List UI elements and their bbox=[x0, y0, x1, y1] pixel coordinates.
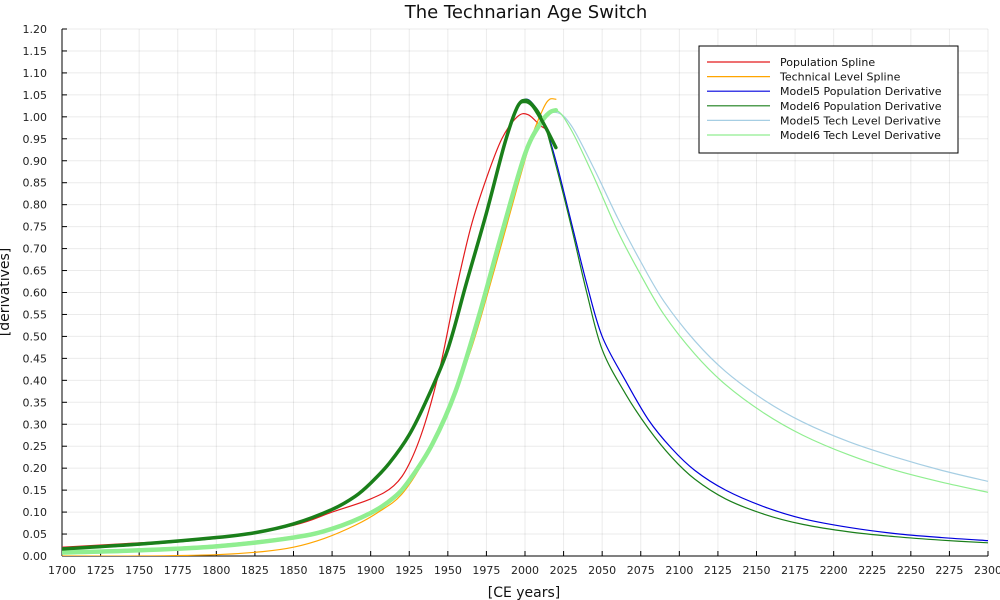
legend-label: Model6 Tech Level Derivative bbox=[780, 129, 941, 142]
x-tick-label: 1700 bbox=[48, 564, 76, 577]
y-tick-label: 1.20 bbox=[23, 23, 48, 36]
x-tick-label: 2025 bbox=[550, 564, 578, 577]
series-thick-overlay bbox=[62, 99, 558, 551]
y-tick-label: 0.80 bbox=[23, 199, 48, 212]
x-tick-label: 1900 bbox=[357, 564, 385, 577]
y-tick-label: 1.05 bbox=[23, 89, 48, 102]
y-tick-label: 1.00 bbox=[23, 111, 48, 124]
legend-label: Model5 Tech Level Derivative bbox=[780, 114, 941, 127]
y-tick-label: 0.15 bbox=[23, 484, 48, 497]
x-tick-label: 1750 bbox=[125, 564, 153, 577]
x-tick-label: 1875 bbox=[318, 564, 346, 577]
x-tick-label: 2275 bbox=[935, 564, 963, 577]
y-tick-label: 0.65 bbox=[23, 265, 48, 278]
legend-label: Population Spline bbox=[780, 56, 875, 69]
x-tick-label: 2125 bbox=[704, 564, 732, 577]
series-thick-overlay bbox=[62, 108, 559, 555]
y-tick-label: 0.00 bbox=[23, 550, 48, 563]
y-tick-label: 0.45 bbox=[23, 352, 48, 365]
x-tick-label: 2175 bbox=[781, 564, 809, 577]
x-tick-label: 2000 bbox=[511, 564, 539, 577]
y-tick-label: 0.25 bbox=[23, 440, 48, 453]
axes: 0.00 0.05 0.10 0.15 0.20 0.25 0.30 0.35 0.40 0.45… bbox=[23, 23, 1000, 577]
x-tick-label: 1850 bbox=[280, 564, 308, 577]
y-tick-label: 0.10 bbox=[23, 506, 48, 519]
x-tick-label: 2250 bbox=[897, 564, 925, 577]
x-tick-label: 2225 bbox=[858, 564, 886, 577]
x-tick-label: 2150 bbox=[743, 564, 771, 577]
y-tick-label: 0.05 bbox=[23, 528, 48, 541]
y-tick-label: 0.35 bbox=[23, 396, 48, 409]
y-tick-label: 0.70 bbox=[23, 243, 48, 256]
y-tick-label: 0.95 bbox=[23, 133, 48, 146]
y-axis-title: [derivatives] bbox=[0, 248, 13, 337]
y-tick-label: 0.55 bbox=[23, 308, 48, 321]
legend-label: Model5 Population Derivative bbox=[780, 85, 942, 98]
x-tick-label: 1975 bbox=[472, 564, 500, 577]
legend-label: Technical Level Spline bbox=[779, 71, 901, 84]
legend-label: Model6 Population Derivative bbox=[780, 100, 942, 113]
y-tick-label: 0.85 bbox=[23, 177, 48, 190]
x-tick-label: 2050 bbox=[588, 564, 616, 577]
y-tick-label: 1.10 bbox=[23, 67, 48, 80]
y-tick-label: 0.90 bbox=[23, 155, 48, 168]
y-tick-label: 0.60 bbox=[23, 287, 48, 300]
y-tick-label: 0.20 bbox=[23, 462, 48, 475]
x-tick-label: 1725 bbox=[87, 564, 115, 577]
series-lines bbox=[62, 98, 988, 556]
x-tick-label: 2075 bbox=[627, 564, 655, 577]
y-tick-label: 0.40 bbox=[23, 374, 48, 387]
x-tick-label: 1825 bbox=[241, 564, 269, 577]
x-tick-label: 1925 bbox=[395, 564, 423, 577]
x-tick-label: 2200 bbox=[820, 564, 848, 577]
x-tick-label: 2300 bbox=[974, 564, 1000, 577]
x-tick-label: 1950 bbox=[434, 564, 462, 577]
x-tick-label: 2100 bbox=[665, 564, 693, 577]
x-tick-label: 1800 bbox=[202, 564, 230, 577]
chart-title: The Technarian Age Switch bbox=[404, 2, 648, 23]
y-tick-label: 0.75 bbox=[23, 221, 48, 234]
y-tick-label: 0.30 bbox=[23, 418, 48, 431]
x-tick-label: 1775 bbox=[164, 564, 192, 577]
y-tick-label: 1.15 bbox=[23, 45, 48, 58]
y-tick-label: 0.50 bbox=[23, 330, 48, 343]
x-axis-title: [CE years] bbox=[488, 585, 561, 600]
